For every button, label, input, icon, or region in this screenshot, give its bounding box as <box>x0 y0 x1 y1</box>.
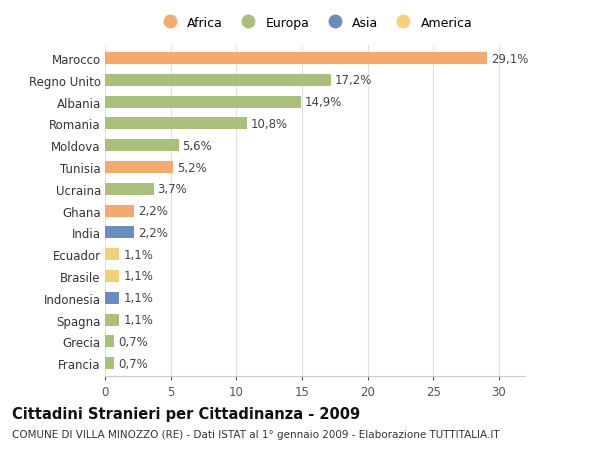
Text: 1,1%: 1,1% <box>124 291 153 305</box>
Text: 1,1%: 1,1% <box>124 248 153 261</box>
Text: 29,1%: 29,1% <box>491 52 528 66</box>
Text: 2,2%: 2,2% <box>138 205 167 218</box>
Text: 10,8%: 10,8% <box>251 118 288 131</box>
Text: Cittadini Stranieri per Cittadinanza - 2009: Cittadini Stranieri per Cittadinanza - 2… <box>12 406 360 421</box>
Text: 5,6%: 5,6% <box>182 140 212 152</box>
Text: 5,2%: 5,2% <box>177 161 207 174</box>
Bar <box>105 358 114 369</box>
Text: 14,9%: 14,9% <box>305 96 342 109</box>
Bar <box>105 140 179 152</box>
Bar <box>105 118 247 130</box>
Bar <box>105 162 173 174</box>
Bar <box>105 292 119 304</box>
Legend: Africa, Europa, Asia, America: Africa, Europa, Asia, America <box>155 14 475 32</box>
Bar <box>105 205 134 217</box>
Text: 2,2%: 2,2% <box>138 226 167 239</box>
Text: 3,7%: 3,7% <box>157 183 187 196</box>
Text: 17,2%: 17,2% <box>335 74 372 87</box>
Bar <box>105 270 119 282</box>
Bar <box>105 249 119 261</box>
Bar <box>105 96 301 108</box>
Bar <box>105 53 487 65</box>
Bar <box>105 227 134 239</box>
Text: 1,1%: 1,1% <box>124 270 153 283</box>
Bar <box>105 336 114 347</box>
Text: 0,7%: 0,7% <box>118 357 148 370</box>
Text: 0,7%: 0,7% <box>118 335 148 348</box>
Bar <box>105 75 331 87</box>
Text: 1,1%: 1,1% <box>124 313 153 326</box>
Bar <box>105 314 119 326</box>
Bar <box>105 184 154 196</box>
Text: COMUNE DI VILLA MINOZZO (RE) - Dati ISTAT al 1° gennaio 2009 - Elaborazione TUTT: COMUNE DI VILLA MINOZZO (RE) - Dati ISTA… <box>12 429 500 439</box>
